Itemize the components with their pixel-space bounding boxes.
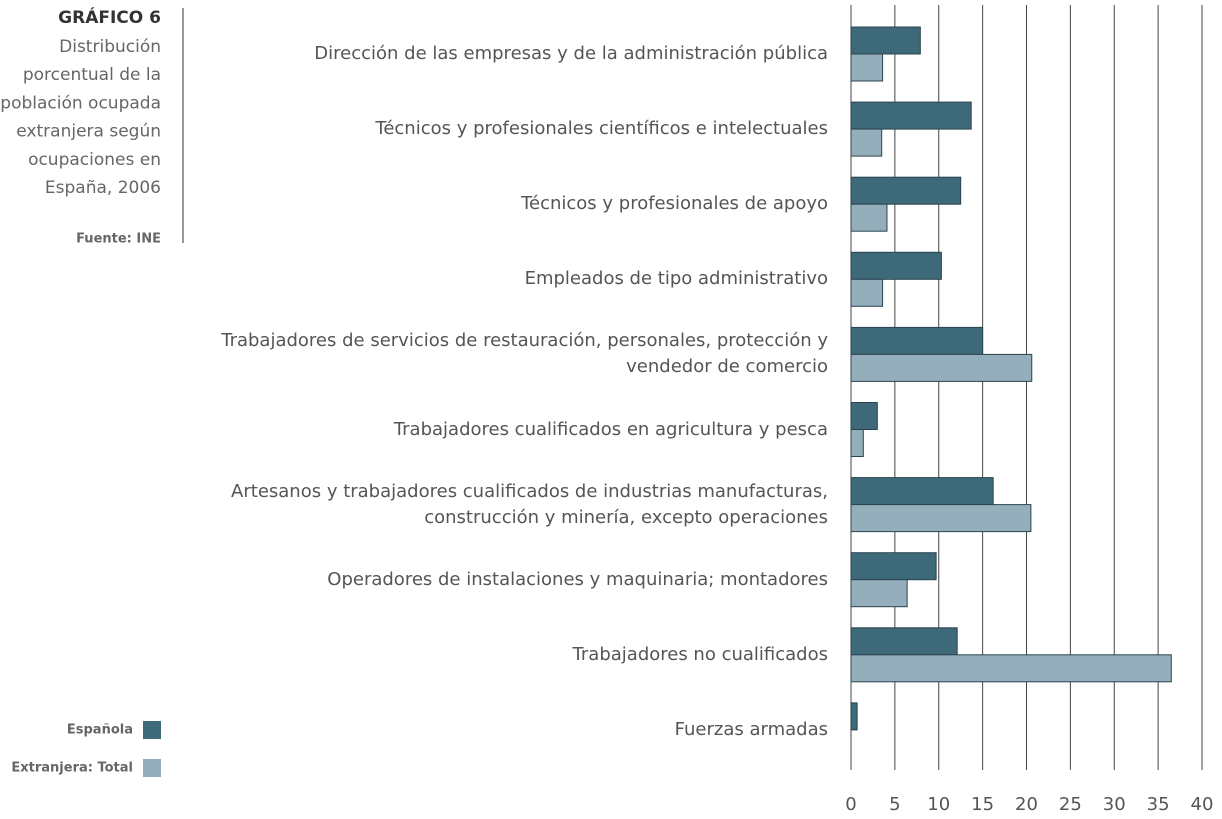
x-tick-label: 35 [1147,794,1170,815]
subtitle-line: población ocupada [0,93,161,113]
x-tick-label: 40 [1191,794,1214,815]
bar [850,251,942,280]
category-label: Técnicos y profesionales de apoyo [521,193,828,215]
subtitle-line: extranjera según [16,122,161,142]
legend-label: Extranjera: Total [11,761,133,776]
x-tick-label: 0 [845,794,856,815]
bar [850,326,984,355]
bar [850,53,884,82]
x-tick-label: 10 [927,794,950,815]
bar [850,353,1033,382]
subtitle-line: ocupaciones en [28,150,161,170]
category-label: Trabajadores no cualificados [572,643,828,665]
bar [850,429,864,457]
category-label: Trabajadores cualificados en agricultura… [393,418,828,440]
legend-swatch [143,721,161,739]
x-tick-label: 25 [1059,794,1082,815]
category-label: Fuerzas armadas [674,718,828,740]
bar [850,101,972,130]
x-tick-label: 30 [1103,794,1126,815]
category-label: Dirección de las empresas y de la admini… [314,43,828,64]
bar [850,402,878,430]
bar [850,552,937,581]
category-label: Operadores de instalaciones y maquinaria… [327,568,828,590]
bar [850,579,908,608]
bar [850,278,884,307]
category-label: Técnicos y profesionales científicos e i… [375,118,828,140]
category-label: Artesanos y trabajadores cualificados de… [231,480,828,528]
category-label: Trabajadores de servicios de restauració… [221,330,828,378]
bar [850,203,888,232]
bar [850,176,962,205]
category-label: Empleados de tipo administrativo [524,268,828,290]
bar [850,702,858,731]
source: Fuente: INE [76,232,161,247]
subtitle-line: España, 2006 [45,178,161,198]
chart-title: GRÁFICO 6 [58,6,161,28]
bar [850,654,1172,683]
bar [850,477,994,506]
bar [850,504,1032,533]
bar [850,26,921,55]
legend-swatch [143,759,161,777]
x-tick-label: 20 [1015,794,1038,815]
x-tick-label: 5 [889,794,900,815]
bar [850,128,883,157]
subtitle-line: Distribución [59,37,161,57]
subtitle-line: porcentual de la [23,65,161,85]
legend-label: Española [67,723,133,738]
bar [850,627,958,656]
x-tick-label: 15 [971,794,994,815]
